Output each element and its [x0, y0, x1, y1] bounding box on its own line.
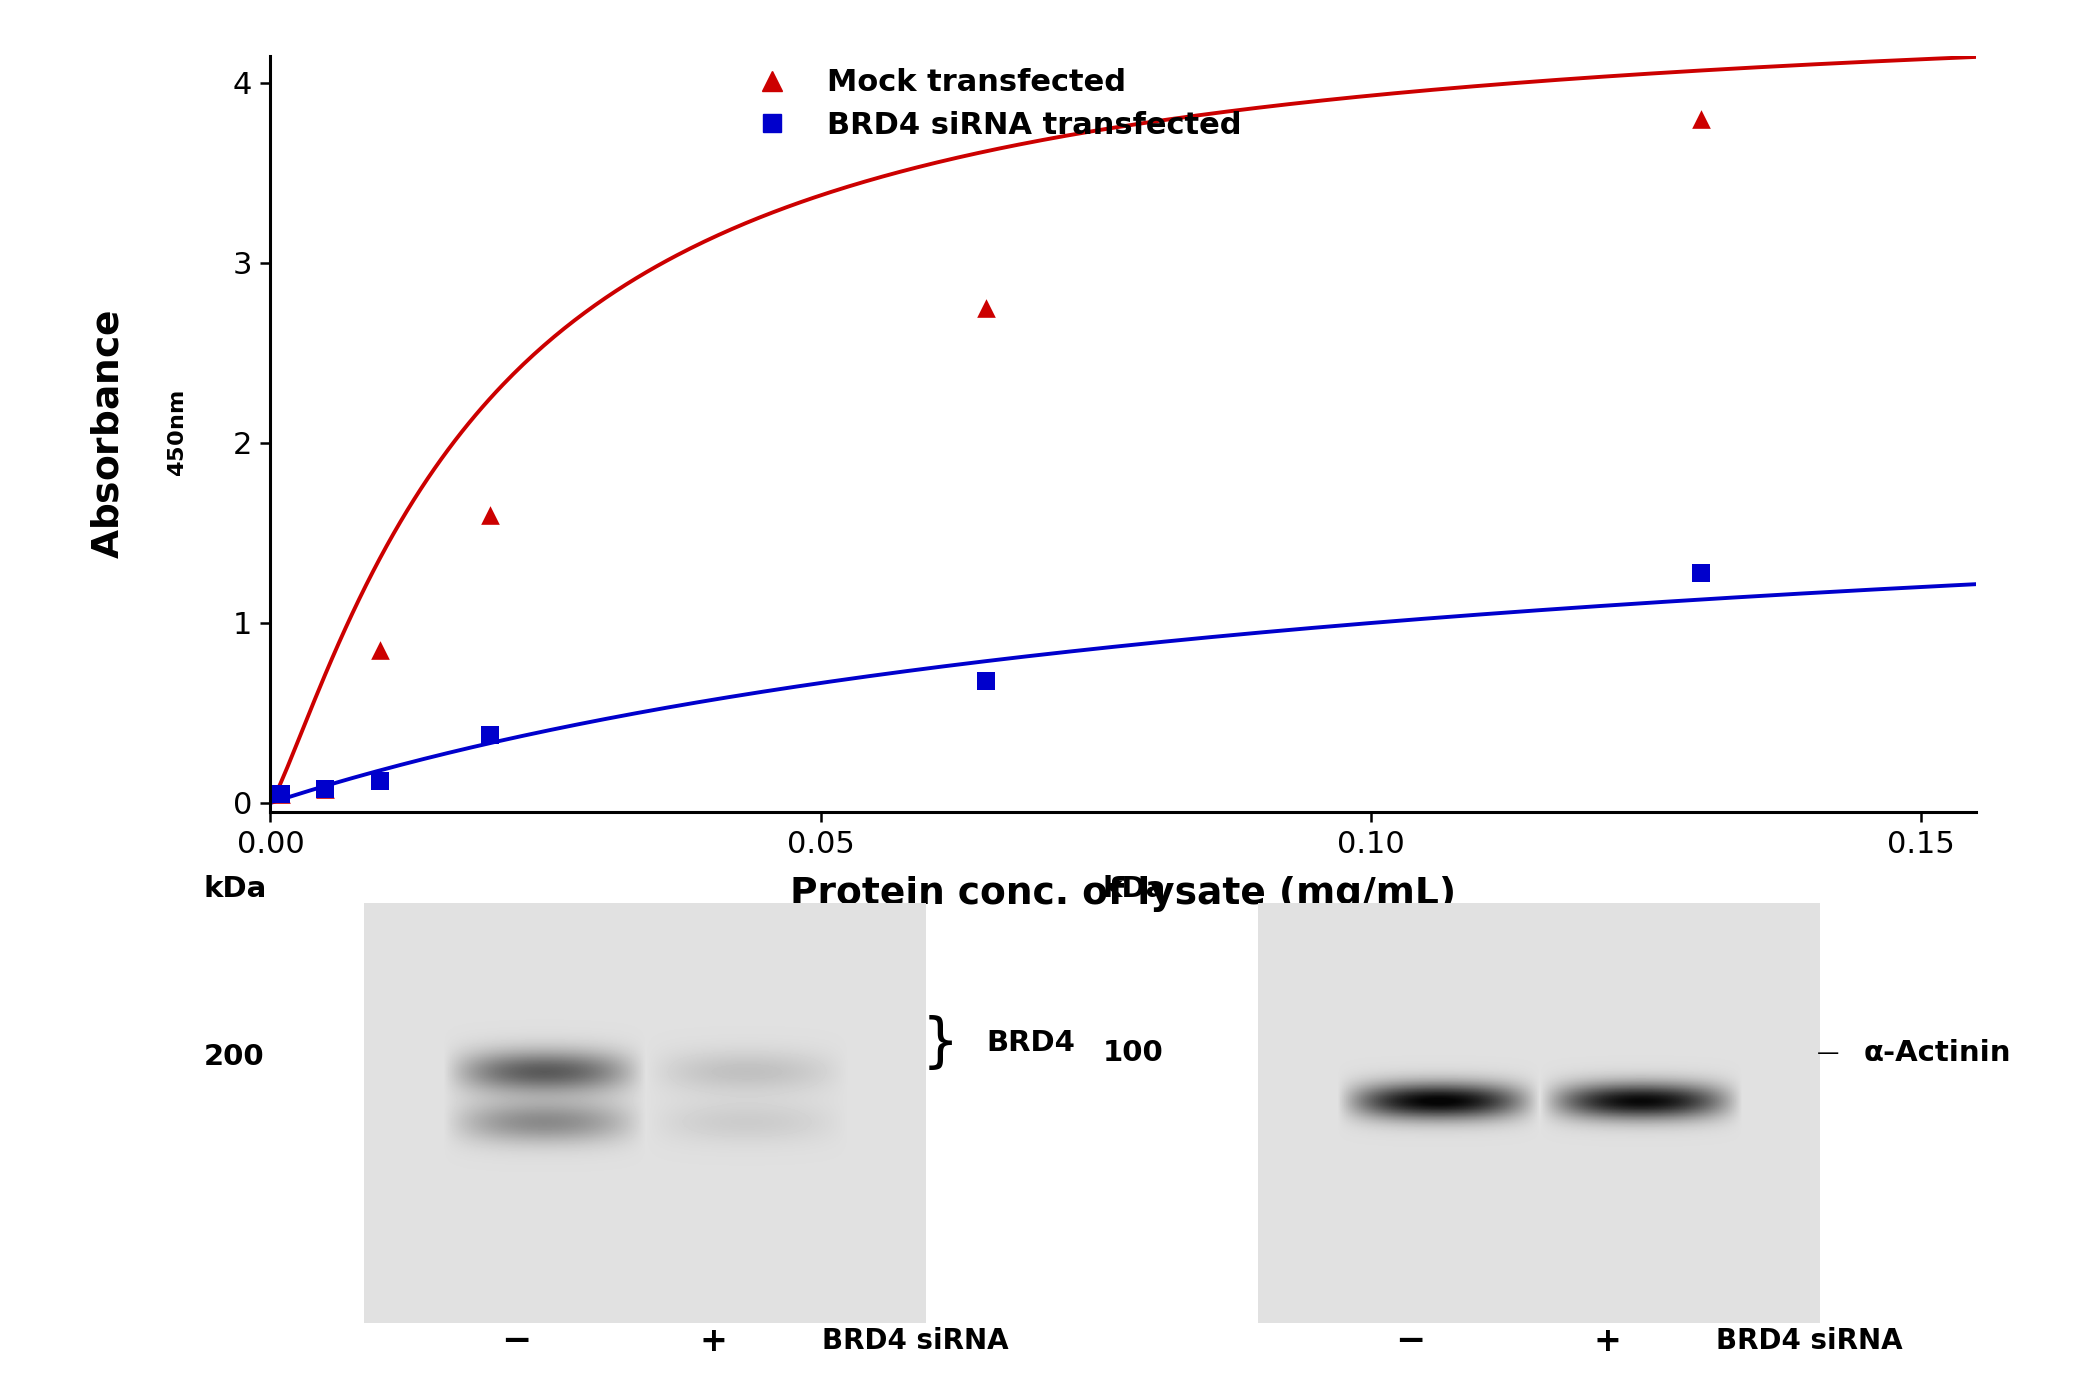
- Text: 100: 100: [1102, 1039, 1163, 1067]
- X-axis label: Protein conc. of lysate (mg/mL): Protein conc. of lysate (mg/mL): [790, 876, 1456, 911]
- Text: BRD4 siRNA: BRD4 siRNA: [1716, 1327, 1903, 1355]
- Text: +: +: [1593, 1324, 1622, 1358]
- Text: —: —: [1818, 1043, 1839, 1063]
- Point: [969, 297, 1003, 319]
- Point: [474, 504, 508, 526]
- Text: 200: 200: [204, 1043, 264, 1071]
- Point: [264, 783, 297, 805]
- Point: [364, 770, 397, 792]
- Text: BRD4 siRNA: BRD4 siRNA: [822, 1327, 1009, 1355]
- Text: }: }: [921, 1015, 959, 1071]
- Text: −: −: [501, 1324, 530, 1358]
- Point: [474, 724, 508, 746]
- Point: [1685, 561, 1718, 584]
- Text: BRD4: BRD4: [986, 1029, 1075, 1057]
- Point: [308, 777, 341, 799]
- Point: [969, 669, 1003, 692]
- Text: +: +: [699, 1324, 728, 1358]
- Point: [364, 638, 397, 661]
- Point: [1685, 108, 1718, 130]
- Text: kDa: kDa: [1102, 875, 1165, 903]
- Text: kDa: kDa: [204, 875, 266, 903]
- Text: $\mathbf{Absorbance}$: $\mathbf{Absorbance}$: [89, 309, 127, 559]
- Point: [308, 777, 341, 799]
- Text: $\mathbf{_{450nm}}$: $\mathbf{_{450nm}}$: [156, 391, 187, 477]
- Point: [264, 783, 297, 805]
- Text: α-Actinin: α-Actinin: [1864, 1039, 2011, 1067]
- Text: −: −: [1396, 1324, 1425, 1358]
- Legend: Mock transfected, BRD4 siRNA transfected: Mock transfected, BRD4 siRNA transfected: [730, 56, 1254, 153]
